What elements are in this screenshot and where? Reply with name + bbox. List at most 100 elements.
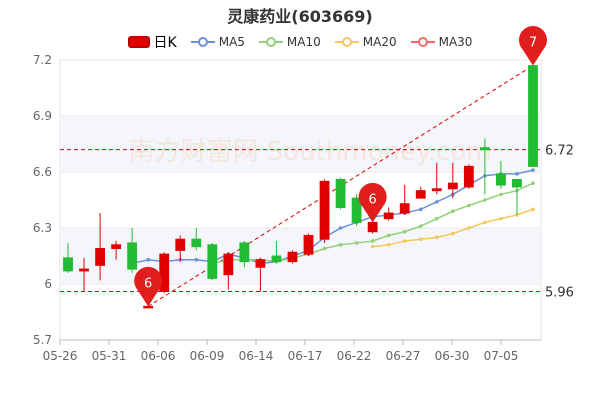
grid (59, 59, 542, 341)
legend-swatch-ma30 (410, 36, 435, 48)
ma-point (370, 239, 375, 243)
ma-point (434, 200, 439, 204)
candle-body (271, 255, 282, 263)
pin-shape (518, 26, 547, 66)
candle-body (303, 234, 314, 255)
candle-body (79, 268, 89, 272)
candle-body (479, 147, 490, 151)
ma-point (515, 172, 519, 176)
candle-body (463, 165, 474, 188)
ma-point (386, 233, 391, 238)
ma-point (418, 237, 423, 241)
ma-point (386, 243, 391, 247)
legend-item-ma5[interactable]: MA5 (190, 35, 245, 49)
ma-point (402, 229, 407, 234)
x-tick-label: 07-05 (484, 349, 519, 363)
candle-body (415, 190, 426, 199)
ma-point (499, 192, 503, 197)
ma-point (434, 216, 439, 221)
ma-point (434, 235, 439, 240)
ma-point (531, 168, 535, 172)
candle-body (447, 182, 458, 190)
annotation-pin: 6 (134, 266, 163, 307)
x-tick-label: 06-09 (190, 349, 225, 363)
ma-point (370, 244, 375, 249)
candle-body (335, 178, 346, 208)
pin-label: 6 (369, 192, 377, 207)
ma-point (531, 181, 535, 185)
candle-body (399, 203, 410, 214)
hline-label: 6.72 (545, 144, 574, 159)
candles (63, 65, 538, 309)
candle-body (207, 244, 218, 279)
legend-item-ma10[interactable]: MA10 (258, 35, 321, 49)
annotation-pin: 7 (518, 26, 547, 66)
candle-body (175, 238, 186, 251)
chart-legend: 日K MA5 MA10 MA20 MA30 (0, 33, 600, 51)
x-tick-label: 06-22 (337, 349, 372, 363)
legend-item-ma20[interactable]: MA20 (334, 35, 397, 49)
ma-point (451, 231, 455, 236)
watermark: 南方财富网 Southmoney.com (128, 137, 491, 167)
x-tick-label: 06-14 (239, 349, 274, 363)
pin-shape (134, 266, 163, 307)
y-tick-label: 7.2 (33, 53, 52, 67)
y-tick-label: 6.3 (33, 221, 52, 235)
x-tick-label: 06-30 (435, 349, 470, 363)
candle-body (159, 253, 170, 292)
ma-point (418, 207, 423, 212)
legend-item-ma30[interactable]: MA30 (410, 35, 473, 49)
x-tick-label: 05-31 (92, 349, 127, 363)
legend-swatch-ma5 (190, 36, 215, 48)
candle-body (191, 238, 202, 248)
candle-body (512, 178, 522, 188)
ma-point (322, 246, 327, 251)
pin-label: 7 (529, 36, 537, 51)
legend-label-ma5: MA5 (218, 35, 245, 49)
candle-body (383, 212, 394, 220)
ma-point (354, 241, 359, 245)
candle-body (528, 65, 538, 167)
legend-label-ma30: MA30 (438, 35, 473, 49)
candle-body (127, 242, 138, 270)
candle-body (287, 251, 298, 263)
candle-body (223, 253, 234, 276)
candle-body (239, 242, 250, 263)
ma-point (418, 224, 423, 228)
candle-body (367, 221, 378, 233)
axes: 5.7 6 6.3 6.6 6.9 7.2 05-26 05-31 06-06 06-09 06-1… (33, 53, 574, 363)
candle-body (496, 173, 506, 186)
ma-point (499, 216, 503, 221)
ma-point (483, 198, 487, 202)
candle-body (319, 180, 330, 240)
plot-area (59, 59, 542, 341)
ma-point (146, 257, 150, 262)
legend-label-ma10: MA10 (286, 35, 321, 49)
ma-point (194, 257, 199, 262)
candle-body (95, 248, 105, 266)
hline-label: 5.96 (545, 285, 574, 300)
y-tick-label: 6 (44, 277, 52, 291)
annotation-pins: 6 6 7 (134, 26, 547, 307)
pin-label: 6 (144, 276, 152, 291)
ma-point (338, 243, 343, 247)
x-tick-label: 06-17 (288, 349, 323, 363)
ma-point (402, 239, 407, 243)
legend-label-dayk: 日K (153, 35, 177, 51)
chart-title: 灵康药业(603669) (227, 7, 373, 26)
legend-label-ma20: MA20 (362, 35, 397, 49)
ma-point (467, 226, 471, 230)
legend-swatch-ma10 (258, 36, 283, 48)
legend-swatch-dayk (127, 36, 150, 48)
legend-item-dayk[interactable]: 日K (127, 32, 177, 52)
ma-point (338, 226, 343, 230)
candle-body (143, 305, 154, 309)
x-tick-label: 06-06 (141, 349, 176, 363)
annotation-pin: 6 (358, 182, 387, 223)
ma-point (467, 203, 471, 208)
ma-point (531, 207, 535, 212)
candle-body (63, 257, 73, 272)
y-tick-label: 6.6 (33, 165, 52, 179)
candle-body (111, 244, 122, 250)
